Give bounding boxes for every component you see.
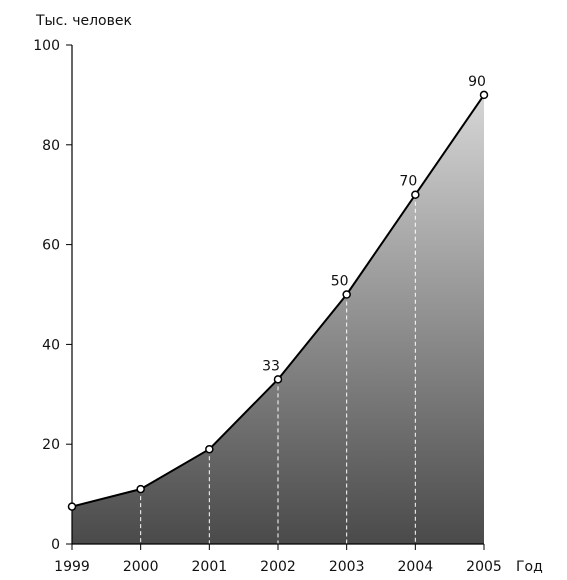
data-point xyxy=(479,90,489,100)
area-layer xyxy=(72,94,484,545)
x-tick-label: 2001 xyxy=(192,559,228,575)
data-point xyxy=(411,190,420,199)
data-point xyxy=(205,444,214,454)
data-point xyxy=(273,375,283,384)
axes: 0 20 40 60 80 100 1999 2000 2001 2002 2003 2004 2005 xyxy=(33,38,502,575)
x-axis-title: Год xyxy=(516,559,543,575)
data-label: 50 xyxy=(331,274,349,290)
drop-lines xyxy=(140,194,416,544)
data-label: 33 xyxy=(262,358,280,374)
data-point xyxy=(342,290,351,299)
y-axis-title: Тыс. человек xyxy=(35,13,132,29)
data-point xyxy=(136,484,145,494)
x-tick-label: 2000 xyxy=(123,559,159,575)
data-point xyxy=(67,502,77,511)
y-tick-label: 100 xyxy=(33,38,60,54)
labels: Тыс. человек Год xyxy=(35,13,543,575)
y-tick-label: 20 xyxy=(42,437,60,453)
y-tick-label: 0 xyxy=(51,537,60,553)
x-tick-label: 2005 xyxy=(466,559,502,575)
data-label: 90 xyxy=(468,74,486,90)
area-fill xyxy=(72,94,484,545)
data-points: 33 50 70 90 xyxy=(67,74,489,511)
y-tick-label: 40 xyxy=(42,337,60,353)
x-tick-label: 2003 xyxy=(329,559,365,575)
y-tick-label: 80 xyxy=(42,138,60,154)
x-tick-label: 2002 xyxy=(260,559,296,575)
data-label: 70 xyxy=(399,174,417,190)
x-tick-label: 1999 xyxy=(54,559,90,575)
x-tick-label: 2004 xyxy=(398,559,434,575)
y-tick-label: 60 xyxy=(42,238,60,254)
